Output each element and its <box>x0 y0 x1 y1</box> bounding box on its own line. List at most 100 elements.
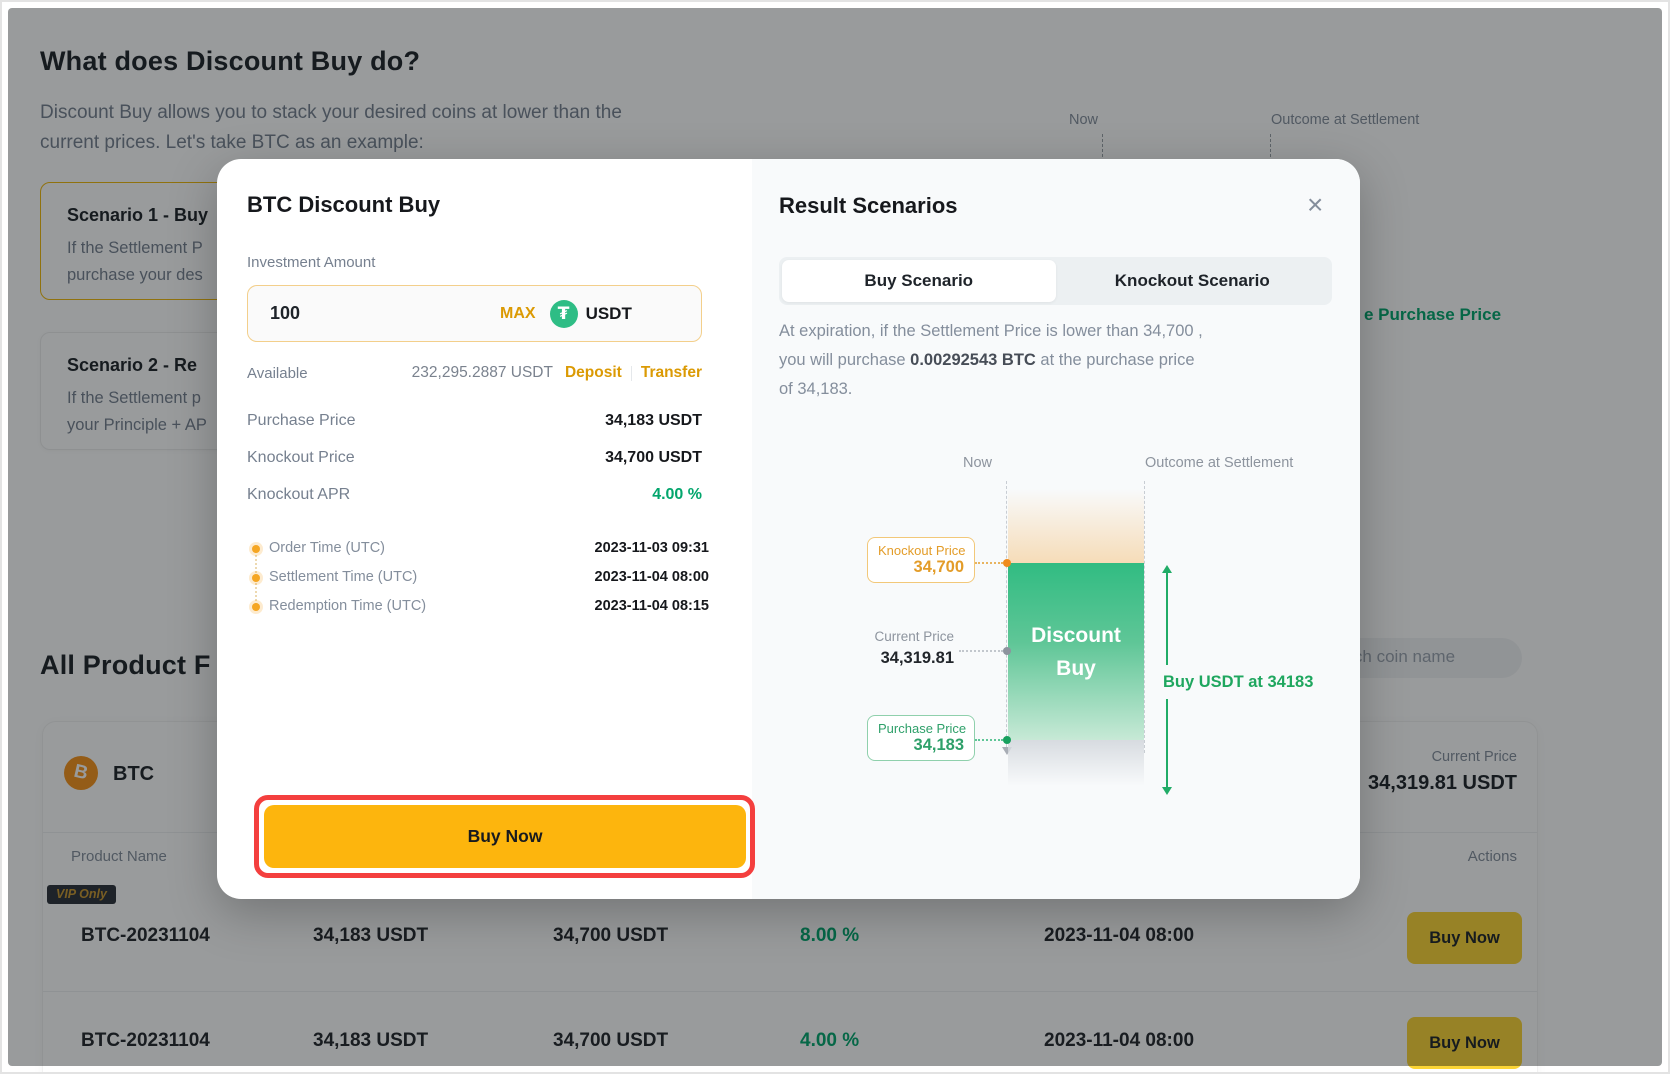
settlement-time-dot <box>252 574 260 582</box>
bg-outcome-label: Outcome at Settlement <box>1271 112 1420 128</box>
purchase-price-value: 34,183 USDT <box>605 412 702 429</box>
row1-product-name: BTC-20231104 <box>81 925 210 946</box>
max-button[interactable]: MAX <box>500 304 536 322</box>
knockout-price-label: Knockout Price <box>247 449 355 466</box>
scenario-2-line2: your Principle + AP <box>67 416 207 434</box>
row1-apr: 8.00 % <box>800 925 860 946</box>
page-title: What does Discount Buy do? <box>40 46 421 76</box>
range-arrow-upper <box>1166 573 1168 665</box>
description-btc-amount: 0.00292543 BTC <box>910 351 1036 369</box>
bg-dashed-line-outcome <box>1270 134 1271 162</box>
vip-only-badge: VIP Only <box>47 885 116 904</box>
row1-buy-now-button[interactable]: Buy Now <box>1407 912 1522 964</box>
description-line3: of 34,183. <box>779 380 853 398</box>
order-time-label: Order Time (UTC) <box>269 540 385 556</box>
scenario-2-title: Scenario 2 - Re <box>67 355 198 375</box>
current-price-dot <box>1003 647 1011 655</box>
now-line-arrowhead <box>1002 747 1012 755</box>
scenario-1-line2: purchase your des <box>67 266 203 284</box>
range-arrow-up-head <box>1162 565 1172 573</box>
close-icon[interactable]: × <box>1307 189 1324 220</box>
discount-label-line2: Buy <box>1056 656 1096 680</box>
order-time-dot <box>252 545 260 553</box>
tab-buy-scenario[interactable]: Buy Scenario <box>782 260 1056 302</box>
purchase-price-row: Purchase Price 34,183 USDT <box>247 412 702 430</box>
row2-product-name: BTC-20231104 <box>81 1030 210 1051</box>
deposit-link[interactable]: Deposit <box>564 364 622 381</box>
redemption-time-dot <box>252 603 260 611</box>
available-value: 232,295.2887 USDT <box>411 364 553 381</box>
current-price-connector <box>959 650 1003 652</box>
scenario-description: At expiration, if the Settlement Price i… <box>779 317 1344 404</box>
current-price-diagram-label: Current Price <box>874 629 954 644</box>
tab-knockout-scenario[interactable]: Knockout Scenario <box>1056 260 1330 302</box>
purchase-price-tag: Purchase Price 34,183 <box>867 715 975 761</box>
purchase-price-label: Purchase Price <box>247 412 356 429</box>
row1-knockout-price: 34,700 USDT <box>553 925 669 946</box>
diagram-outcome-line <box>1144 481 1145 753</box>
knockout-connector <box>975 562 1003 564</box>
knockout-apr-label: Knockout APR <box>247 486 351 503</box>
diagram-outcome-label: Outcome at Settlement <box>1145 455 1294 471</box>
settlement-time-row: Settlement Time (UTC) 2023-11-04 08:00 <box>269 569 709 585</box>
purchase-dot <box>1003 736 1011 744</box>
amount-input[interactable] <box>270 303 500 324</box>
result-scenarios-title: Result Scenarios <box>779 193 958 218</box>
knockout-apr-row: Knockout APR 4.00 % <box>247 486 702 504</box>
scenario-tabs: Buy Scenario Knockout Scenario <box>779 257 1332 305</box>
page-description-line2: current prices. Let's take BTC as an exa… <box>40 132 424 153</box>
range-arrow-down-head <box>1162 787 1172 795</box>
row2-buy-now-button[interactable]: Buy Now <box>1407 1017 1522 1069</box>
knockout-dot <box>1003 559 1011 567</box>
redemption-time-value: 2023-11-04 08:15 <box>594 598 710 614</box>
knockout-apr-value: 4.00 % <box>652 486 702 503</box>
row1-purchase-price: 34,183 USDT <box>313 925 429 946</box>
modal-title: BTC Discount Buy <box>247 192 441 217</box>
discount-label-line1: Discount <box>1031 623 1121 647</box>
diagram-now-label: Now <box>963 455 993 471</box>
row2-purchase-price: 34,183 USDT <box>313 1030 429 1051</box>
current-price-diagram-value: 34,319.81 <box>880 649 954 667</box>
bg-dashed-line-now <box>1102 134 1103 162</box>
order-time-row: Order Time (UTC) 2023-11-03 09:31 <box>269 540 709 556</box>
bg-now-label: Now <box>1069 112 1099 128</box>
purchase-tag-label: Purchase Price <box>878 721 967 736</box>
coin-symbol: BTC <box>113 763 155 785</box>
products-section-title: All Product F <box>40 650 211 680</box>
buy-now-highlight-box <box>254 795 755 878</box>
diagram-now-line <box>1006 481 1007 747</box>
below-purchase-gradient <box>1008 740 1144 786</box>
knockout-price-row: Knockout Price 34,700 USDT <box>247 449 702 467</box>
settlement-time-value: 2023-11-04 08:00 <box>594 569 710 585</box>
scenario-2-line1: If the Settlement p <box>67 389 201 407</box>
investment-amount-box: MAX ₮ USDT <box>247 285 702 342</box>
transfer-link[interactable]: Transfer <box>640 364 702 381</box>
currency-label: USDT <box>585 303 632 323</box>
knockout-tag-label: Knockout Price <box>878 543 966 558</box>
current-price-value: 34,319.81 USDT <box>1368 772 1517 794</box>
range-arrow-lower <box>1166 699 1168 787</box>
description-line2-pre: you will purchase <box>779 351 911 369</box>
link-divider <box>630 365 632 381</box>
bg-purchase-price-fragment: e Purchase Price <box>1364 305 1502 324</box>
row2-apr: 4.00 % <box>800 1030 860 1051</box>
page-description-line1: Discount Buy allows you to stack your de… <box>40 102 622 123</box>
column-header-product-name: Product Name <box>71 848 167 865</box>
knockout-tag-value: 34,700 <box>913 558 964 576</box>
settlement-time-label: Settlement Time (UTC) <box>269 569 418 585</box>
purchase-tag-value: 34,183 <box>913 736 964 754</box>
purchase-connector <box>975 739 1003 741</box>
investment-amount-label: Investment Amount <box>247 254 376 271</box>
btc-coin-icon: B <box>64 756 98 790</box>
description-line1: At expiration, if the Settlement Price i… <box>779 322 1203 340</box>
knockout-zone-gradient <box>1008 489 1144 563</box>
discount-buy-modal: BTC Discount Buy Investment Amount MAX ₮… <box>217 159 1360 899</box>
discount-buy-zone: Discount Buy <box>1008 563 1144 740</box>
modal-buy-now-button[interactable]: Buy Now <box>264 805 746 868</box>
row-divider <box>43 991 1537 992</box>
description-line2-post: at the purchase price <box>1035 351 1195 369</box>
available-label: Available <box>247 364 308 382</box>
scenario-1-line1: If the Settlement P <box>67 239 203 257</box>
range-arrow-label: Buy USDT at 34183 <box>1159 671 1318 694</box>
scenario-1-title: Scenario 1 - Buy <box>67 205 209 225</box>
